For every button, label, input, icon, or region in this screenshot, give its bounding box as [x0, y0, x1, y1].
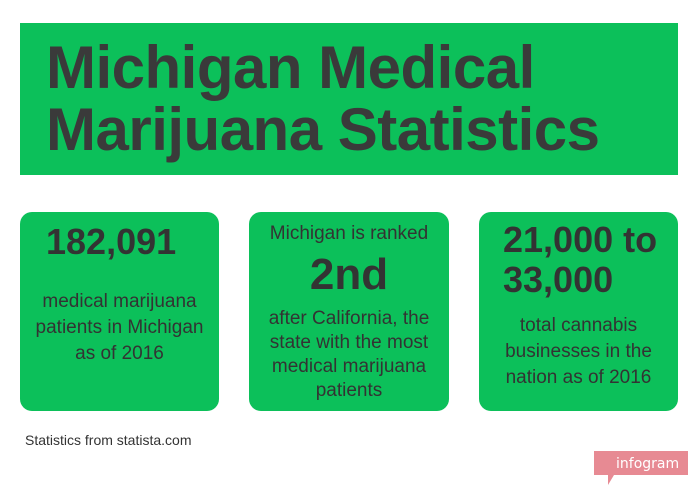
stat-card-businesses: 21,000 to 33,000 total cannabis business…: [479, 212, 678, 411]
source-note: Statistics from statista.com: [25, 432, 192, 448]
badge-flag-icon: [594, 451, 688, 485]
stat-value: 2nd: [309, 250, 389, 299]
infogram-brand-label: infogram: [616, 456, 680, 472]
page-title: Michigan Medical Marijuana Statistics: [46, 34, 600, 163]
stat-value: 182,091: [46, 221, 177, 262]
infogram-badge[interactable]: infogram: [594, 451, 688, 486]
stat-lead: Michigan is ranked: [269, 223, 429, 244]
stat-description: total cannabis businesses in the nation …: [505, 315, 652, 388]
stat-description: after California, the state with the mos…: [268, 308, 430, 401]
stat-card-ranking: Michigan is ranked 2nd after California,…: [249, 212, 449, 411]
stat-card-patients: 182,091 medical marijuana patients in Mi…: [20, 212, 219, 411]
title-banner: Michigan Medical Marijuana Statistics: [20, 23, 678, 175]
stat-value: 21,000 to 33,000: [503, 219, 658, 300]
stat-description: medical marijuana patients in Michigan a…: [35, 291, 204, 364]
